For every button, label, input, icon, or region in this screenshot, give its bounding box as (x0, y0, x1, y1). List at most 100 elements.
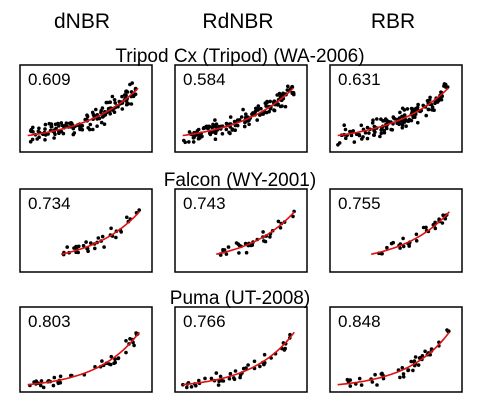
data-point (52, 136, 56, 140)
r2-value: 0.755 (338, 194, 381, 213)
data-point (49, 124, 54, 129)
data-point (235, 118, 240, 122)
data-point (382, 130, 387, 135)
data-point (426, 107, 431, 112)
data-point (276, 219, 281, 224)
data-point (213, 118, 217, 122)
r2-value: 0.734 (28, 194, 71, 213)
panel-frame (174, 306, 308, 393)
data-point (239, 115, 244, 119)
data-point (344, 136, 348, 141)
data-point (247, 122, 251, 127)
data-point (232, 119, 237, 124)
data-point (195, 129, 200, 133)
panel-frame (19, 64, 153, 153)
data-point (370, 380, 375, 384)
data-point (89, 241, 93, 245)
data-point (197, 378, 201, 383)
data-point (244, 250, 249, 255)
data-point (427, 98, 432, 102)
data-point (447, 329, 451, 334)
data-point (220, 132, 225, 136)
data-point (109, 354, 114, 359)
data-point (401, 372, 406, 376)
data-point (81, 243, 86, 248)
data-point (104, 100, 109, 105)
panel-0-2: 0.631 (329, 64, 463, 153)
r2-value: 0.803 (28, 312, 71, 331)
r2-value: 0.609 (28, 70, 71, 89)
data-point (345, 377, 350, 382)
data-point (360, 137, 364, 141)
data-point (343, 127, 348, 132)
data-point (373, 130, 377, 134)
data-point (234, 241, 239, 245)
data-point (129, 102, 134, 106)
data-point (336, 143, 340, 147)
data-point (404, 124, 408, 128)
data-point (278, 226, 283, 230)
data-point (108, 362, 113, 367)
data-point (112, 361, 116, 366)
data-point (237, 251, 241, 255)
data-point (385, 119, 389, 123)
data-point (78, 126, 82, 131)
data-point (280, 104, 284, 108)
data-point (194, 383, 198, 388)
data-point (375, 117, 379, 121)
data-point (402, 108, 407, 112)
data-point (39, 383, 43, 388)
data-point (228, 115, 233, 119)
data-point (93, 246, 97, 251)
data-point (351, 129, 356, 133)
panel-frame (174, 64, 308, 153)
data-point (342, 123, 347, 127)
data-point (348, 384, 353, 388)
r2-value: 0.584 (183, 70, 226, 89)
data-point (413, 355, 418, 359)
data-point (264, 104, 268, 108)
data-point (398, 110, 402, 115)
data-point (114, 235, 118, 240)
data-point (389, 241, 394, 246)
data-point (440, 221, 445, 225)
data-point (198, 136, 202, 140)
data-point (185, 385, 189, 390)
fit-curve (27, 87, 139, 137)
data-point (359, 123, 364, 128)
data-point (77, 244, 81, 249)
data-point (378, 134, 382, 139)
data-point (443, 82, 448, 87)
data-point (401, 236, 405, 241)
data-point (400, 366, 405, 370)
data-point (256, 108, 260, 112)
data-point (61, 131, 66, 136)
data-point (132, 93, 136, 97)
data-point (137, 208, 141, 212)
data-point (91, 127, 95, 132)
data-point (233, 128, 237, 132)
panel-frame (19, 306, 153, 393)
data-point (417, 356, 422, 360)
data-point (261, 230, 265, 234)
data-point (348, 129, 352, 134)
fire-title-tripod: Tripod Cx (Tripod) (WA-2006) (115, 46, 364, 67)
data-point (227, 376, 232, 381)
data-point (409, 359, 414, 364)
panel-0-0: 0.609 (19, 64, 153, 153)
data-point (84, 240, 88, 244)
data-point (246, 363, 250, 367)
data-point (262, 239, 266, 243)
fit-curve (337, 87, 449, 137)
data-point (262, 352, 267, 357)
data-point (244, 112, 248, 116)
data-point (108, 112, 112, 116)
data-point (80, 123, 85, 128)
data-point (413, 115, 417, 119)
fit-curve (182, 87, 294, 137)
data-point (213, 137, 218, 141)
data-point (72, 246, 76, 250)
r2-value: 0.766 (183, 312, 226, 331)
data-point (268, 235, 272, 239)
data-point (56, 121, 60, 126)
